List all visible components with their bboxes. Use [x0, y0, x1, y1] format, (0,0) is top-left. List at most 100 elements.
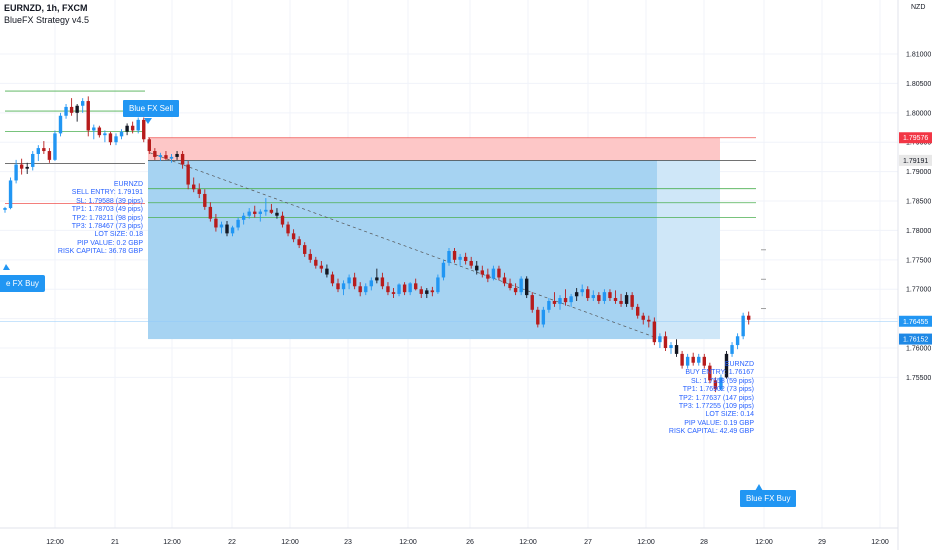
candle-body: [58, 115, 63, 134]
candle: [697, 353, 701, 366]
candle: [491, 265, 496, 281]
buy-line: TP1: 1.76902 (73 pips): [682, 386, 754, 394]
candle: [724, 350, 729, 379]
candle: [402, 282, 407, 296]
candle: [624, 292, 629, 307]
candle: [142, 117, 146, 143]
candle-body: [719, 377, 723, 390]
y-tick-label: 1.78000: [906, 228, 931, 235]
candle: [547, 298, 551, 313]
candle-body: [658, 336, 662, 343]
candle-body: [3, 208, 7, 210]
candle-body: [175, 153, 179, 157]
y-tick-label: 1.78500: [906, 199, 931, 206]
candle: [341, 280, 346, 296]
candle-body: [241, 215, 246, 220]
candle-body: [192, 184, 196, 190]
candle-body: [81, 101, 85, 106]
candle: [114, 133, 118, 146]
candle-body: [275, 212, 279, 216]
candle-body: [330, 274, 335, 284]
candle-body: [158, 155, 163, 157]
candle-body: [86, 101, 90, 131]
candle: [158, 152, 163, 162]
candle: [425, 288, 429, 299]
candle-body: [142, 119, 146, 140]
candle: [19, 158, 24, 175]
candle-body: [663, 336, 668, 349]
candle: [225, 221, 229, 237]
candle-body: [685, 356, 690, 366]
candle: [436, 274, 440, 294]
candle-body: [708, 365, 712, 381]
entry-price-tag-bg: [899, 154, 932, 166]
candle: [536, 306, 540, 328]
candle: [236, 217, 240, 231]
candle: [563, 289, 568, 306]
candle: [408, 282, 412, 296]
candle-body: [547, 300, 551, 310]
candle-body: [602, 292, 607, 301]
candle-body: [364, 286, 368, 293]
sell-line: SELL ENTRY: 1.79191: [71, 189, 143, 197]
candle-body: [591, 295, 595, 299]
x-tick-label: 12:00: [519, 539, 537, 546]
buy-signal-label-left[interactable]: e FX Buy: [0, 275, 45, 292]
candle: [730, 342, 734, 357]
candle: [42, 141, 46, 154]
buy-signal-label-right[interactable]: Blue FX Buy: [740, 490, 797, 507]
x-tick-label: 12:00: [399, 539, 417, 546]
candle-body: [724, 353, 729, 378]
sell-signal-label[interactable]: Blue FX Sell: [123, 100, 180, 117]
candle: [264, 198, 268, 216]
candle: [197, 183, 201, 199]
candle-body: [402, 284, 407, 293]
candle: [8, 177, 13, 210]
candle: [180, 151, 185, 169]
candle-body: [25, 166, 29, 169]
sell-line: TP3: 1.78467 (73 pips): [71, 223, 143, 231]
entry-price-tag-text: 1.79191: [903, 158, 928, 165]
candle: [241, 212, 246, 225]
candle: [391, 288, 396, 299]
candle-body: [225, 224, 229, 234]
candle-body: [258, 211, 262, 214]
candle-body: [375, 277, 379, 281]
candle: [630, 292, 634, 310]
candle-body: [741, 315, 745, 337]
candle-body: [75, 105, 79, 113]
candle: [81, 98, 85, 113]
candle-body: [208, 206, 213, 219]
candle: [558, 295, 562, 310]
candle-body: [352, 277, 357, 287]
x-tick-label: 12:00: [755, 539, 773, 546]
buy-line: RISK CAPITAL: 42.49 GBP: [668, 428, 754, 436]
candle-body: [380, 277, 385, 287]
candle: [130, 121, 135, 134]
candle-body: [447, 250, 451, 263]
candle-body: [669, 345, 673, 349]
candle: [336, 278, 340, 293]
candle: [325, 264, 329, 278]
sell-line: PIP VALUE: 0.2 GBP: [77, 239, 143, 247]
candle: [25, 162, 29, 174]
candle-body: [541, 309, 546, 325]
candle-body: [108, 133, 113, 143]
candle: [419, 286, 423, 299]
current-price-tag-bg: [899, 315, 932, 327]
candle-body: [47, 151, 52, 160]
candle: [608, 289, 612, 301]
x-axis-tick-labels: 12:00 21 12:00 22 12:00 23 12:00 26 12:00 27 12:00…: [46, 539, 889, 546]
candle: [192, 177, 196, 193]
candle-body: [735, 336, 740, 346]
sell-line: SL: 1.79588 (39 pips): [76, 197, 143, 205]
candle: [53, 130, 57, 162]
candle-body: [469, 260, 473, 266]
symbol-title: EURNZD, 1h, FXCM: [4, 3, 88, 13]
candle: [319, 260, 324, 273]
candle: [153, 148, 157, 160]
candle-body: [53, 133, 57, 160]
candle: [308, 249, 312, 263]
candle: [397, 283, 401, 297]
